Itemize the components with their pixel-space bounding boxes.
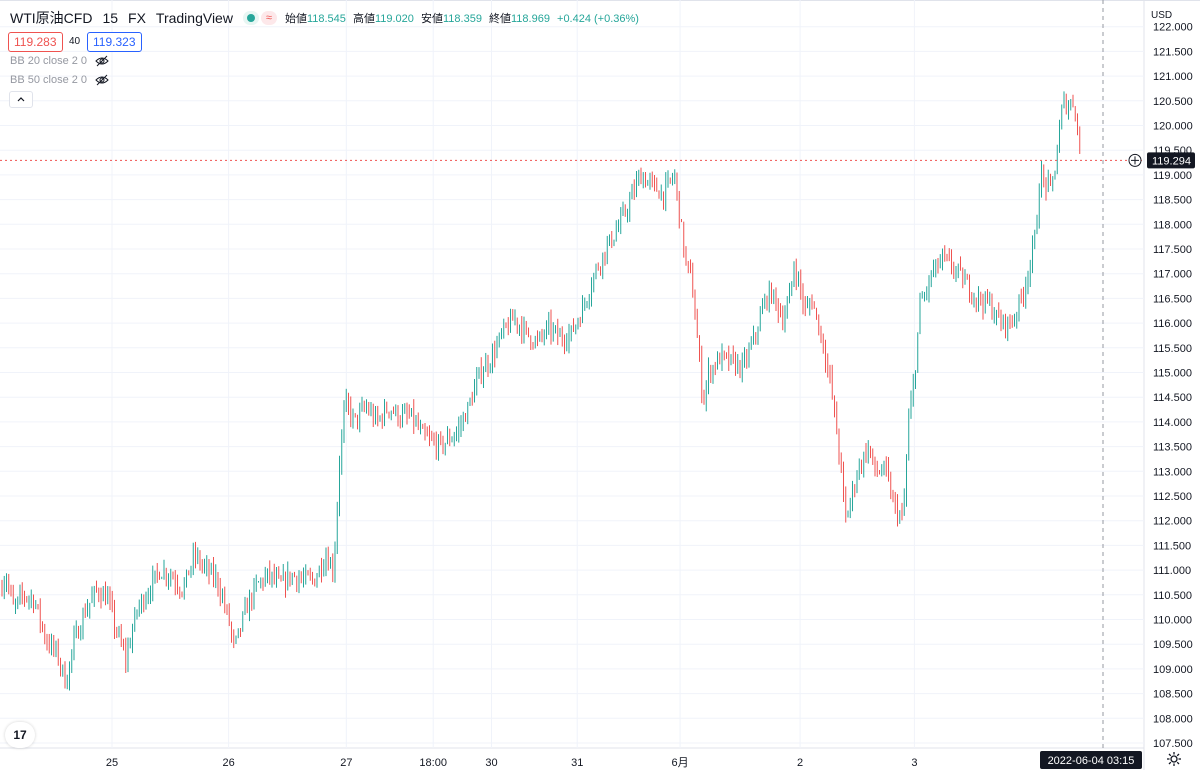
y-tick-label: 122.000 bbox=[1153, 22, 1193, 34]
y-tick-label: 108.500 bbox=[1153, 689, 1193, 701]
current-price-badge bbox=[1147, 152, 1195, 169]
eye-off-icon[interactable] bbox=[95, 55, 109, 67]
low-value: 118.359 bbox=[442, 13, 482, 25]
y-tick-label: 120.000 bbox=[1153, 121, 1193, 133]
change-value: +0.424 (+0.36%) bbox=[557, 13, 639, 25]
candles bbox=[1, 91, 1081, 691]
y-tick-label: 117.500 bbox=[1153, 244, 1192, 256]
high-value: 119.020 bbox=[374, 13, 414, 25]
x-tick-label: 26 bbox=[222, 757, 234, 769]
close-value: 118.969 bbox=[511, 13, 550, 25]
current-price-label: 119.294 bbox=[1152, 155, 1191, 167]
x-tick-label: 6月 bbox=[672, 757, 689, 769]
source-label: TradingView bbox=[155, 10, 233, 26]
x-tick-label: 2 bbox=[797, 757, 803, 769]
y-tick-label: 113.000 bbox=[1153, 466, 1192, 478]
high-label: 高値 bbox=[352, 13, 375, 25]
market-open-icon[interactable] bbox=[242, 11, 259, 25]
open-label: 始値 bbox=[284, 13, 307, 25]
y-tick-label: 115.500 bbox=[1153, 343, 1192, 355]
y-tick-label: 116.000 bbox=[1153, 318, 1192, 330]
x-tick-label: 27 bbox=[340, 757, 352, 769]
spread-value: 40 bbox=[69, 36, 81, 47]
y-tick-label: 118.000 bbox=[1153, 219, 1192, 231]
collapse-legend-button[interactable] bbox=[9, 91, 33, 108]
eye-off-icon[interactable] bbox=[95, 74, 109, 86]
x-tick-label: 25 bbox=[106, 757, 118, 769]
open-value: 118.545 bbox=[306, 13, 346, 25]
delayed-data-icon[interactable]: ≈ bbox=[260, 11, 277, 25]
y-tick-label: 115.000 bbox=[1153, 368, 1192, 380]
indicator-bb50[interactable]: BB 50 close 2 0 bbox=[10, 74, 109, 86]
indicator-label: BB 20 close 2 0 bbox=[10, 55, 88, 67]
y-tick-label: 108.000 bbox=[1153, 713, 1193, 725]
y-tick-label: 113.500 bbox=[1153, 442, 1192, 454]
chevron-up-icon bbox=[17, 97, 25, 102]
symbol-name[interactable]: WTI原油CFD bbox=[10, 10, 93, 26]
exchange-label: FX bbox=[128, 10, 146, 26]
y-tick-label: 109.500 bbox=[1153, 639, 1193, 651]
buy-price-button[interactable]: 119.323 bbox=[87, 32, 142, 52]
y-tick-label: 112.500 bbox=[1153, 491, 1192, 503]
ohlc-values: 始値118.545 高値119.020 安値118.359 終値118.969 … bbox=[285, 10, 643, 26]
y-tick-label: 117.000 bbox=[1153, 269, 1192, 281]
y-tick-label: 121.000 bbox=[1153, 71, 1193, 83]
y-tick-label: 121.500 bbox=[1153, 46, 1193, 58]
indicator-bb20[interactable]: BB 20 close 2 0 bbox=[10, 55, 109, 67]
close-label: 終値 bbox=[489, 13, 511, 25]
y-tick-label: 114.500 bbox=[1153, 392, 1192, 404]
x-tick-label: 31 bbox=[571, 757, 583, 769]
y-tick-label: 107.500 bbox=[1153, 738, 1193, 750]
crosshair-time-label: 2022-06-04 03:15 bbox=[1048, 755, 1135, 767]
sell-price-button[interactable]: 119.283 bbox=[8, 32, 63, 52]
indicator-label: BB 50 close 2 0 bbox=[10, 74, 88, 86]
y-tick-label: 110.500 bbox=[1153, 590, 1192, 602]
gear-icon[interactable] bbox=[1166, 751, 1182, 767]
y-tick-label: 110.000 bbox=[1153, 615, 1192, 627]
low-label: 安値 bbox=[420, 13, 443, 25]
x-tick-label: 18:00 bbox=[419, 757, 447, 769]
y-tick-label: 120.500 bbox=[1153, 96, 1193, 108]
x-tick-label: 3 bbox=[911, 757, 917, 769]
tradingview-logo[interactable]: 17 bbox=[5, 722, 35, 748]
y-tick-label: 119.000 bbox=[1153, 170, 1192, 182]
interval-label[interactable]: 15 bbox=[102, 10, 119, 26]
crosshair-time-badge bbox=[1040, 751, 1142, 769]
y-tick-label: 114.000 bbox=[1153, 417, 1192, 429]
y-tick-label: 112.000 bbox=[1153, 516, 1192, 528]
y-tick-label: 118.500 bbox=[1153, 195, 1192, 207]
y-tick-label: 111.500 bbox=[1153, 540, 1191, 552]
currency-label: USD bbox=[1151, 10, 1172, 21]
chart-legend-header: WTI原油CFD 15 FX TradingView ≈ 始値118.545 高… bbox=[10, 9, 643, 27]
y-tick-label: 109.000 bbox=[1153, 664, 1193, 676]
x-tick-label: 30 bbox=[485, 757, 497, 769]
y-tick-label: 116.500 bbox=[1153, 293, 1192, 305]
y-tick-label: 111.000 bbox=[1153, 565, 1191, 577]
